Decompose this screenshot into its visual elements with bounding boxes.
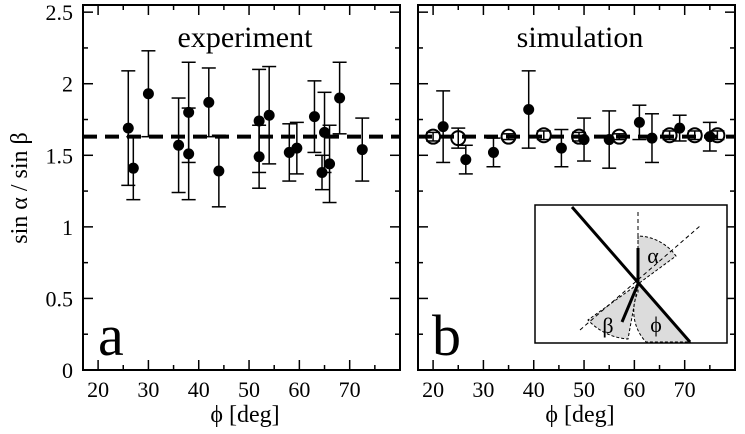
data-point: [334, 92, 346, 104]
data-point-open: [535, 127, 552, 144]
data-point-open: [425, 128, 442, 145]
x-tick-label: 70: [674, 377, 696, 402]
phi-label: ϕ: [650, 312, 662, 337]
beta-label: β: [602, 313, 613, 338]
x-tick-label: 20: [422, 377, 444, 402]
inset-dashed-line: [579, 225, 701, 331]
data-point-open: [709, 127, 726, 144]
data-point: [183, 106, 195, 118]
data-point: [203, 96, 215, 108]
y-tick-label: 1: [62, 215, 73, 240]
x-tick-label: 40: [523, 377, 545, 402]
x-tick-label: 50: [238, 377, 260, 402]
y-tick-label: 0: [62, 358, 73, 383]
panel-a-frame: [82, 4, 401, 371]
panel-a-letter: a: [98, 303, 124, 368]
data-point: [142, 88, 154, 100]
data-point: [674, 122, 686, 134]
data-point: [324, 158, 336, 170]
x-tick-label: 70: [339, 377, 361, 402]
data-point-open: [611, 128, 628, 145]
x-tick-label: 30: [472, 377, 494, 402]
alpha-label: α: [647, 243, 659, 268]
data-point: [460, 154, 472, 166]
data-point: [122, 122, 134, 134]
data-point: [356, 144, 368, 156]
y-tick-label: 2.5: [46, 0, 74, 25]
x-tick-label: 50: [573, 377, 595, 402]
y-tick-label: 0.5: [46, 286, 74, 311]
x-tick-label: 40: [188, 377, 210, 402]
panel-b-plot: 20 30 40 50 60 70: [418, 5, 735, 402]
data-point: [127, 162, 139, 174]
refraction-inset: α β ϕ: [534, 204, 728, 344]
data-point: [263, 109, 275, 121]
panel-a-x-axis-label: ϕ [deg]: [210, 402, 279, 428]
y-axis-label: sin α / sin β: [7, 132, 33, 243]
beta-sector: [587, 282, 639, 340]
data-point-open: [661, 127, 678, 144]
data-point: [633, 116, 645, 128]
x-tick-label: 60: [288, 377, 310, 402]
data-point: [253, 115, 265, 127]
data-point: [213, 165, 225, 177]
inset-incoming-ray: [570, 206, 692, 343]
data-point: [487, 146, 499, 158]
panel-b-letter: b: [432, 303, 461, 368]
x-tick-label: 20: [87, 377, 109, 402]
data-point: [173, 139, 185, 151]
data-point: [308, 111, 320, 123]
y-tick-label: 2: [62, 72, 73, 97]
data-point: [437, 121, 449, 133]
data-point: [319, 126, 331, 138]
data-point: [253, 151, 265, 163]
panel-a-title: experiment: [178, 21, 314, 54]
data-point-open: [450, 130, 467, 147]
x-tick-label: 30: [137, 377, 159, 402]
data-point: [555, 142, 567, 154]
data-point-open: [686, 127, 703, 144]
panel-b-frame: [417, 4, 736, 371]
data-point-open: [500, 128, 517, 145]
x-tick-label: 60: [623, 377, 645, 402]
panel-a-plot: 20 30 40 50 60 70 0 0.5 1 1.5 2 2.5: [46, 0, 400, 402]
data-point: [646, 132, 658, 144]
panel-b-x-axis-label: ϕ [deg]: [545, 402, 614, 428]
panel-b-title: simulation: [517, 21, 644, 54]
y-tick-label: 1.5: [46, 143, 74, 168]
inset-refracted-ray: [620, 283, 640, 323]
data-point: [291, 142, 303, 154]
data-point: [523, 103, 535, 115]
data-point-open: [571, 128, 588, 145]
